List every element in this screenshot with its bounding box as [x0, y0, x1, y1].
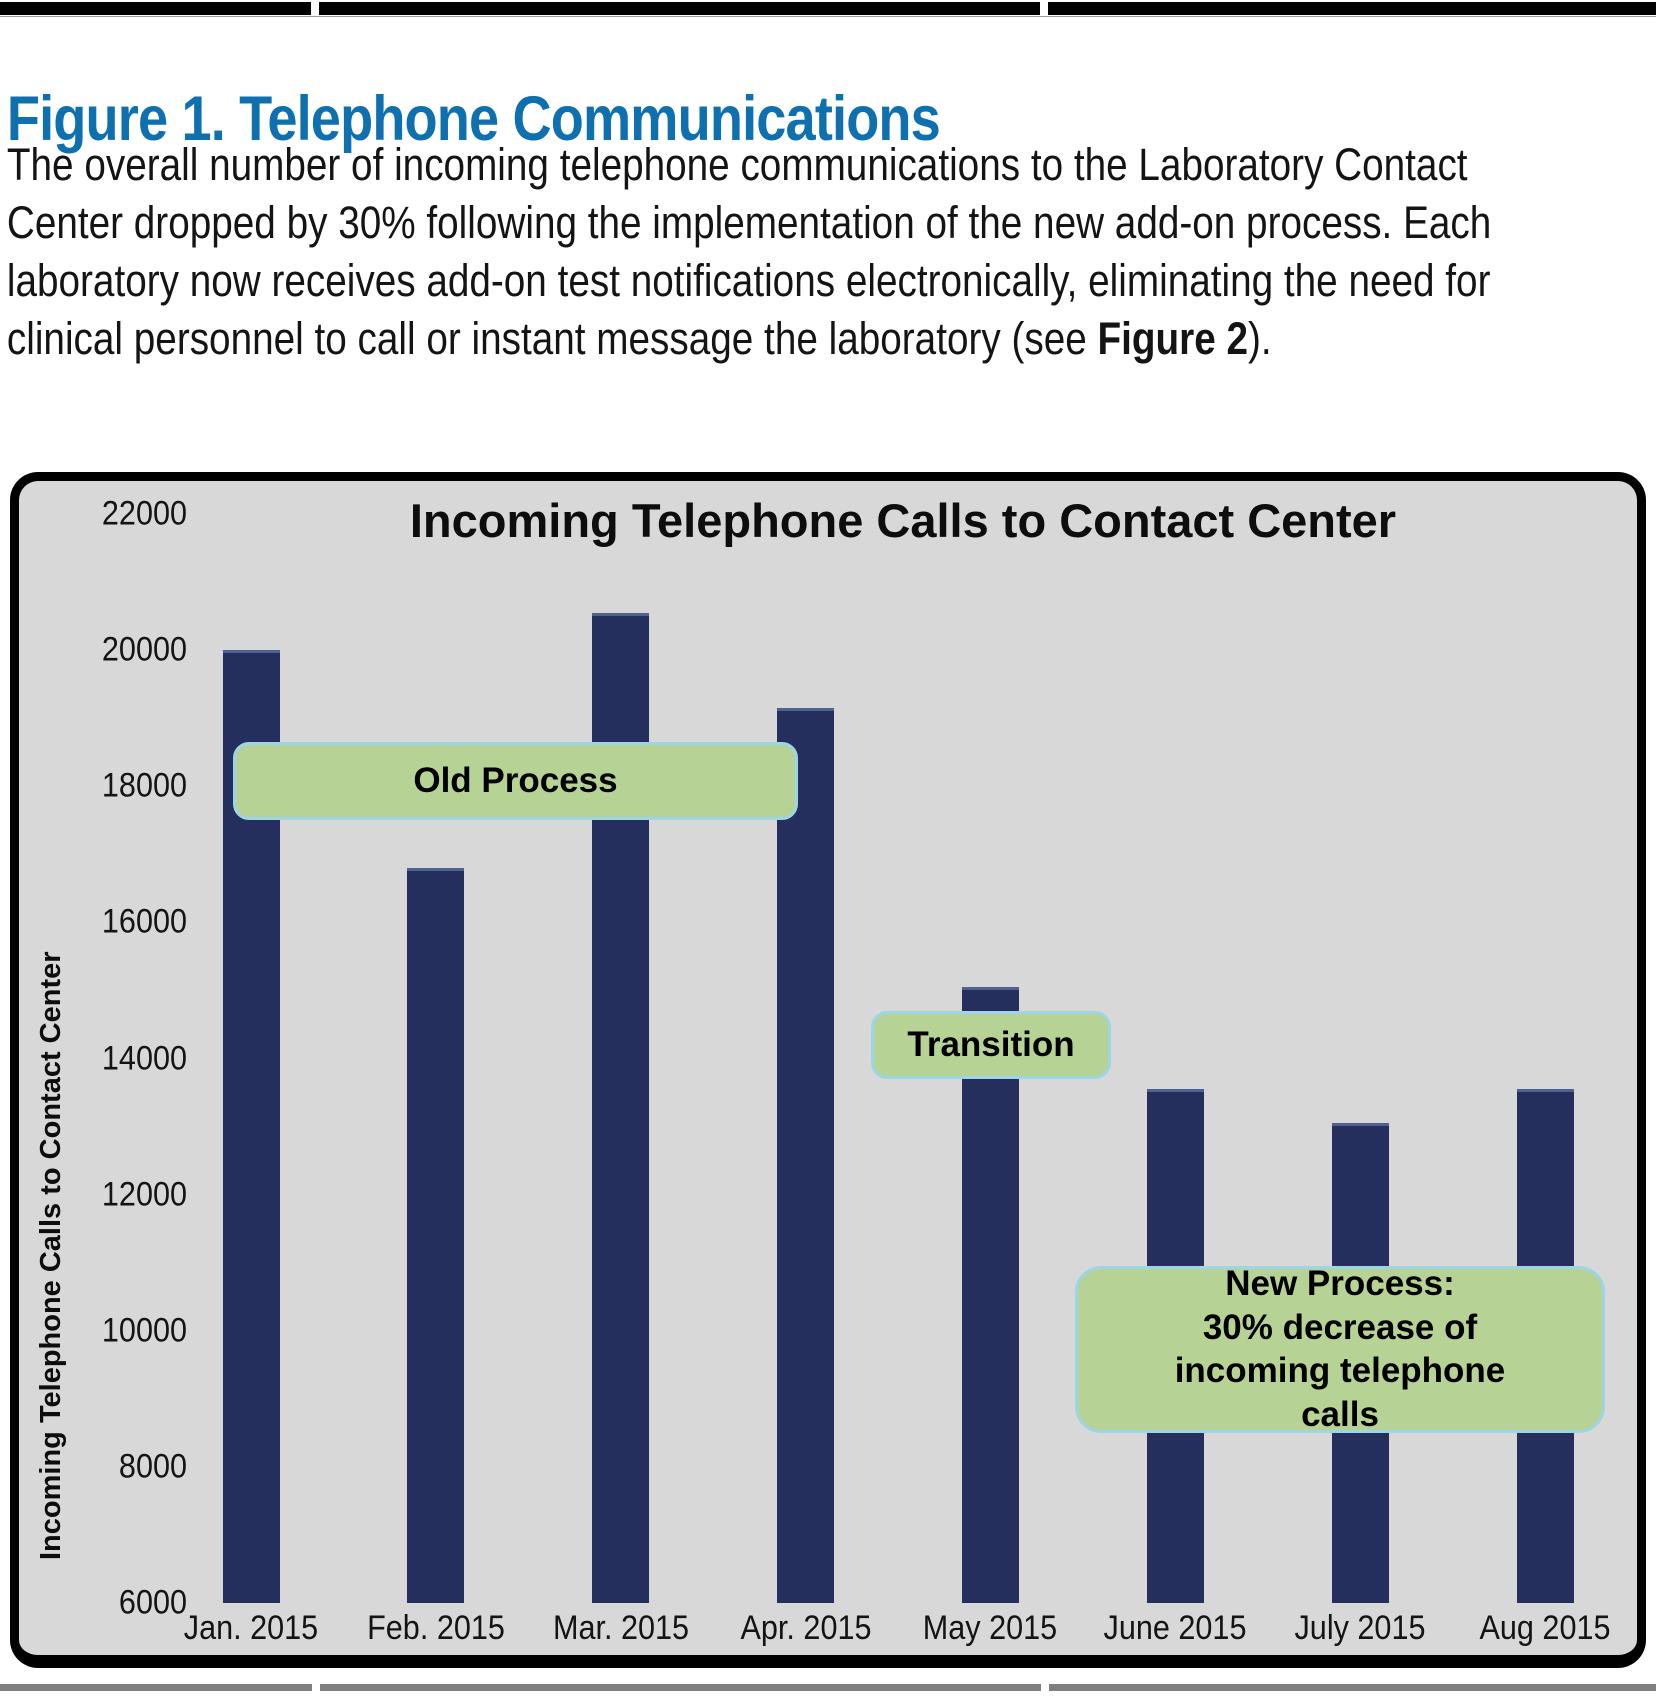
- caption-text-end: ).: [1248, 313, 1272, 364]
- top-divider-segment: [319, 2, 1040, 15]
- figure-title: Figure 1. Telephone Communications: [6, 84, 941, 155]
- top-divider-hairline: [0, 16, 1656, 17]
- x-tick-label: Jan. 2015: [183, 1609, 319, 1647]
- bar-may-2015: [961, 987, 1019, 1603]
- top-divider-segment: [1048, 2, 1656, 15]
- annotation-new-process: New Process: 30% decrease of incoming te…: [1075, 1264, 1605, 1434]
- annotation-old-process: Old Process: [233, 742, 798, 821]
- annotation-transition: Transition: [871, 1010, 1111, 1079]
- y-tick-label: 18000: [101, 766, 187, 805]
- x-tick-label: Aug 2015: [1479, 1609, 1611, 1647]
- x-tick-label: June 2015: [1103, 1609, 1247, 1647]
- x-tick-label: Apr. 2015: [740, 1609, 872, 1647]
- y-tick-label: 8000: [118, 1447, 187, 1486]
- top-divider-segment: [0, 2, 311, 15]
- bar-apr-2015: [777, 707, 835, 1603]
- figure-caption: The overall number of incoming telephone…: [7, 136, 1555, 368]
- x-tick-label: May 2015: [923, 1609, 1058, 1647]
- y-axis-title: Incoming Telephone Calls to Contact Cent…: [35, 951, 67, 1561]
- bottom-divider-segment: [320, 1684, 1041, 1691]
- bottom-divider-segment: [1049, 1684, 1656, 1691]
- bottom-divider-segment: [0, 1684, 312, 1691]
- y-tick-label: 14000: [101, 1039, 187, 1077]
- caption-figure2-ref: Figure 2: [1097, 313, 1249, 364]
- y-tick-label: 6000: [118, 1583, 187, 1622]
- x-tick-label: July 2015: [1294, 1609, 1426, 1647]
- chart-title: Incoming Telephone Calls to Contact Cent…: [409, 494, 1397, 547]
- x-tick-label: Mar. 2015: [552, 1609, 689, 1647]
- plot-area: Incoming Telephone Calls to Contact Cent…: [19, 481, 1637, 1655]
- bar-feb-2015: [407, 867, 465, 1603]
- y-tick-label: 12000: [101, 1175, 187, 1214]
- y-tick-label: 20000: [101, 630, 187, 669]
- y-tick-label: 22000: [101, 494, 187, 533]
- chart-panel: Incoming Telephone Calls to Contact Cent…: [10, 472, 1646, 1668]
- y-tick-label: 16000: [101, 902, 187, 941]
- x-tick-label: Feb. 2015: [366, 1609, 505, 1647]
- caption-text: The overall number of incoming telephone…: [6, 139, 1492, 364]
- y-tick-label: 10000: [101, 1311, 187, 1350]
